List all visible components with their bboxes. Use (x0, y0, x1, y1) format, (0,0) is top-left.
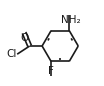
Text: O: O (20, 33, 28, 43)
Text: Cl: Cl (7, 49, 17, 59)
Text: F: F (48, 66, 54, 76)
Text: NH₂: NH₂ (61, 15, 81, 25)
